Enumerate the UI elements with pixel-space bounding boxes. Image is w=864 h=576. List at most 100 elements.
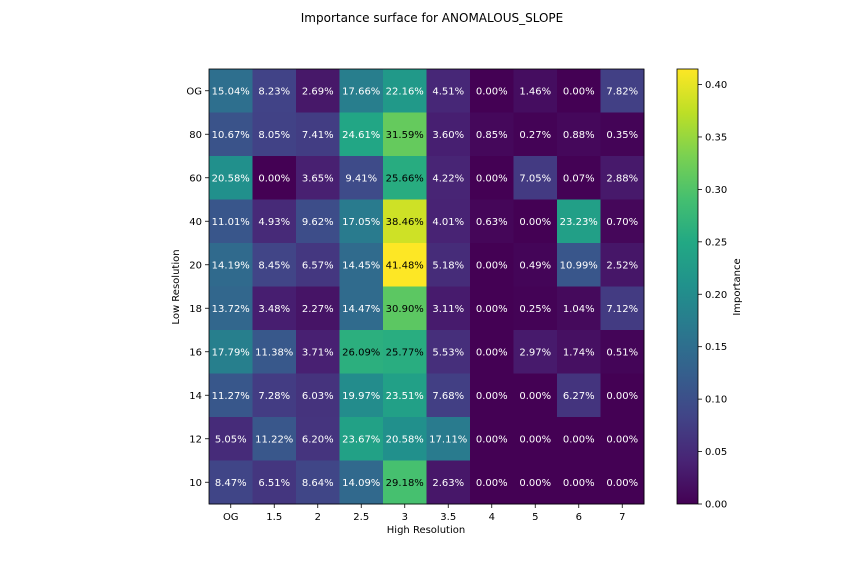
- heatmap-cell: [426, 373, 471, 418]
- heatmap-cell: [383, 460, 427, 505]
- heatmap-cell: [209, 199, 253, 244]
- y-tick-label: 60: [189, 173, 202, 184]
- heatmap-cell: [600, 460, 645, 505]
- heatmap-cell: [600, 243, 645, 287]
- cell-value-label: 38.46%: [386, 217, 424, 228]
- cell-value-label: 23.23%: [560, 217, 598, 228]
- heatmap-cell: [383, 112, 427, 157]
- cell-value-label: 0.00%: [606, 478, 638, 489]
- heatmap-cell: [470, 156, 514, 200]
- y-tick-label: 12: [189, 434, 202, 445]
- cell-value-label: 8.45%: [258, 260, 290, 271]
- cell-value-label: 4.93%: [258, 217, 290, 228]
- heatmap-cell: [426, 112, 471, 157]
- heatmap-cell: [600, 112, 645, 157]
- heatmap-cell: [296, 243, 340, 287]
- heatmap-cell: [557, 243, 601, 287]
- cell-value-label: 9.62%: [302, 217, 334, 228]
- heatmap-cell: [557, 373, 601, 418]
- heatmap-cell: [252, 69, 297, 113]
- cell-value-label: 14.47%: [342, 304, 380, 315]
- heatmap-cell: [513, 330, 558, 374]
- colorbar-ticks: 0.00 0.05 0.10 0.15 0.20 0.25 0.30 0.35 0.40: [698, 80, 727, 511]
- heatmap-cell: [600, 156, 645, 200]
- y-tick-label: 80: [189, 130, 202, 141]
- heatmap-cell: [339, 243, 384, 287]
- cell-value-label: 3.48%: [258, 304, 290, 315]
- cell-value-label: 0.63%: [476, 217, 508, 228]
- heatmap-cell: [600, 69, 645, 113]
- heatmap-cell: [296, 330, 340, 374]
- colorbar-label: Importance: [732, 258, 743, 315]
- cell-value-label: 0.00%: [476, 86, 508, 97]
- colorbar-frame: [676, 68, 699, 505]
- cell-value-label: 24.61%: [342, 130, 380, 141]
- heatmap-cell: [426, 243, 471, 287]
- x-tick-label: 3.5: [440, 512, 456, 523]
- cell-value-label: 0.00%: [519, 434, 551, 445]
- heatmap-cell: [426, 286, 471, 331]
- cell-value-label: 8.47%: [215, 478, 247, 489]
- heatmap-cell: [557, 112, 601, 157]
- cell-value-label: 0.25%: [519, 304, 551, 315]
- heatmap-cell: [513, 417, 558, 461]
- cell-value-label: 1.74%: [563, 347, 595, 358]
- heatmap-cell: [383, 243, 427, 287]
- cell-value-label: 0.00%: [476, 173, 508, 184]
- heatmap-cell: [383, 286, 427, 331]
- y-tick-label: 10: [189, 478, 202, 489]
- heatmap-cell: [426, 156, 471, 200]
- heatmap-cell: [252, 112, 297, 157]
- x-tick-label: 1.5: [266, 512, 282, 523]
- cell-value-label: 8.23%: [258, 86, 290, 97]
- cell-value-label: 23.51%: [386, 391, 424, 402]
- heatmap-cell: [339, 69, 384, 113]
- heatmap-cell: [470, 460, 514, 505]
- cell-value-label: 7.05%: [519, 173, 551, 184]
- cell-value-label: 14.19%: [212, 260, 250, 271]
- heatmap-cell: [513, 69, 558, 113]
- cell-value-label: 0.07%: [563, 173, 595, 184]
- colorbar-tick-label: 0.05: [705, 447, 727, 458]
- heatmap-cell: [513, 460, 558, 505]
- cell-value-label: 0.00%: [563, 434, 595, 445]
- x-axis-label: High Resolution: [387, 525, 465, 536]
- cell-value-label: 17.79%: [212, 347, 250, 358]
- heatmap-cell: [470, 199, 514, 244]
- heatmap-cell: [383, 417, 427, 461]
- heatmap-cell: [252, 460, 297, 505]
- heatmap-cell: [383, 199, 427, 244]
- y-tick-label: OG: [186, 86, 202, 97]
- cell-value-label: 5.18%: [432, 260, 464, 271]
- cell-value-label: 3.11%: [432, 304, 464, 315]
- heatmap-cell: [557, 330, 601, 374]
- heatmap-cell: [557, 286, 601, 331]
- cell-value-label: 1.04%: [563, 304, 595, 315]
- cell-value-label: 2.69%: [302, 86, 334, 97]
- heatmap-cell: [600, 330, 645, 374]
- cell-value-label: 0.27%: [519, 130, 551, 141]
- heatmap-cell: [426, 460, 471, 505]
- heatmap-cell: [339, 373, 384, 418]
- cell-value-label: 0.00%: [519, 217, 551, 228]
- heatmap-cell: [470, 243, 514, 287]
- x-tick-label: 6: [576, 512, 582, 523]
- heatmap-cell: [209, 286, 253, 331]
- heatmap-cell: [339, 460, 384, 505]
- x-tick-label: 2.5: [353, 512, 369, 523]
- colorbar: [677, 69, 698, 504]
- heatmap-cell: [339, 199, 384, 244]
- cell-value-label: 26.09%: [342, 347, 380, 358]
- colorbar-tick-label: 0.35: [705, 132, 727, 143]
- cell-value-label: 20.58%: [212, 173, 250, 184]
- cell-value-label: 6.27%: [563, 391, 595, 402]
- colorbar-tick-label: 0.15: [705, 342, 727, 353]
- x-tick-label: 7: [619, 512, 625, 523]
- cell-value-label: 3.71%: [302, 347, 334, 358]
- heatmap-cell: [296, 112, 340, 157]
- heatmap-cell: [252, 373, 297, 418]
- cell-value-label: 4.22%: [432, 173, 464, 184]
- cell-value-label: 7.68%: [432, 391, 464, 402]
- heatmap-cell: [426, 199, 471, 244]
- cell-value-label: 0.00%: [563, 86, 595, 97]
